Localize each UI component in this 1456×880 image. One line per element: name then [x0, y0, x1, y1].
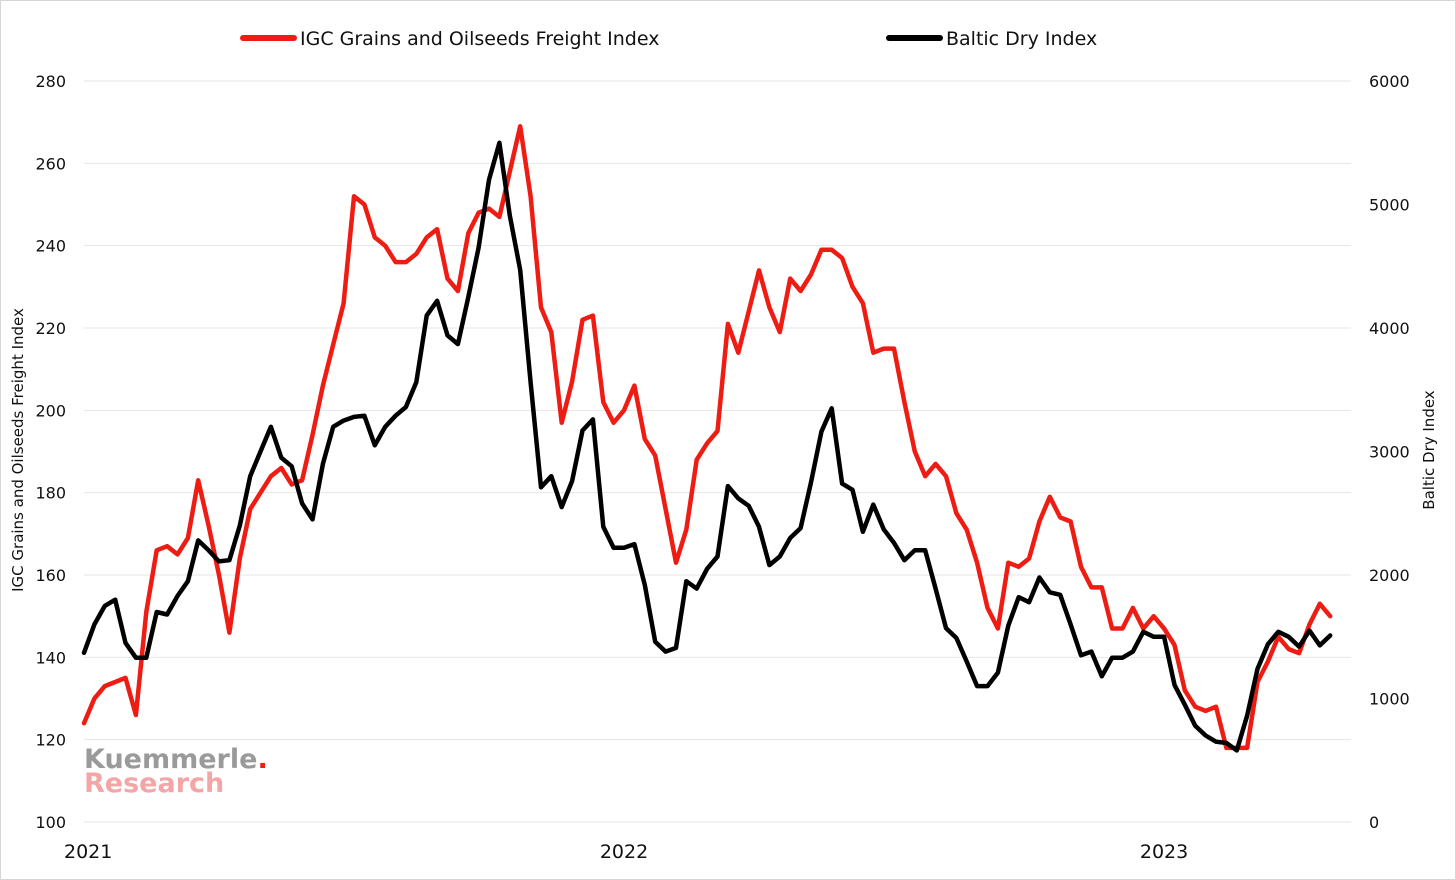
legend-label-igc: IGC Grains and Oilseeds Freight Index — [300, 28, 659, 50]
left-tick-label: 100 — [35, 813, 66, 832]
x-tick-label: 2021 — [64, 841, 112, 863]
right-tick-label: 4000 — [1369, 319, 1410, 338]
series-lines — [81, 124, 1333, 753]
watermark-line1: Kuemmerle. — [84, 744, 268, 775]
left-tick-label: 180 — [35, 484, 66, 503]
series-line-bdi — [81, 140, 1333, 753]
right-tick-label: 6000 — [1369, 72, 1410, 91]
left-axis-ticks: 100 120 140 160 180 200 220 240 260 280 — [35, 72, 66, 832]
left-tick-label: 240 — [35, 237, 66, 256]
x-axis-ticks: 2021 2022 2023 — [64, 841, 1188, 863]
left-tick-label: 160 — [35, 566, 66, 585]
left-tick-label: 200 — [35, 401, 66, 420]
watermark-line2: Research — [84, 768, 224, 799]
x-tick-label: 2022 — [600, 841, 648, 863]
right-tick-label: 0 — [1369, 813, 1379, 832]
legend: IGC Grains and Oilseeds Freight Index Ba… — [240, 28, 1097, 50]
legend-item-bdi: Baltic Dry Index — [886, 28, 1097, 50]
left-tick-label: 140 — [35, 648, 66, 667]
right-tick-label: 2000 — [1369, 566, 1410, 585]
right-tick-label: 3000 — [1369, 443, 1410, 462]
legend-label-bdi: Baltic Dry Index — [946, 28, 1097, 50]
left-axis-title: IGC Grains and Oilseeds Freight Index — [9, 308, 27, 592]
right-axis-ticks: 0 1000 2000 3000 4000 5000 6000 — [1369, 72, 1410, 832]
watermark-dot: . — [257, 744, 267, 775]
left-tick-label: 280 — [35, 72, 66, 91]
right-tick-label: 1000 — [1369, 690, 1410, 709]
legend-item-igc: IGC Grains and Oilseeds Freight Index — [240, 28, 659, 50]
left-tick-label: 120 — [35, 731, 66, 750]
right-axis-title: Baltic Dry Index — [1420, 390, 1438, 509]
watermark: Kuemmerle. Research — [84, 744, 268, 799]
gridlines — [84, 80, 1351, 823]
right-tick-label: 5000 — [1369, 196, 1410, 215]
x-tick-label: 2023 — [1140, 841, 1188, 863]
series-line-igc — [81, 124, 1333, 751]
left-tick-label: 220 — [35, 319, 66, 338]
left-tick-label: 260 — [35, 154, 66, 173]
